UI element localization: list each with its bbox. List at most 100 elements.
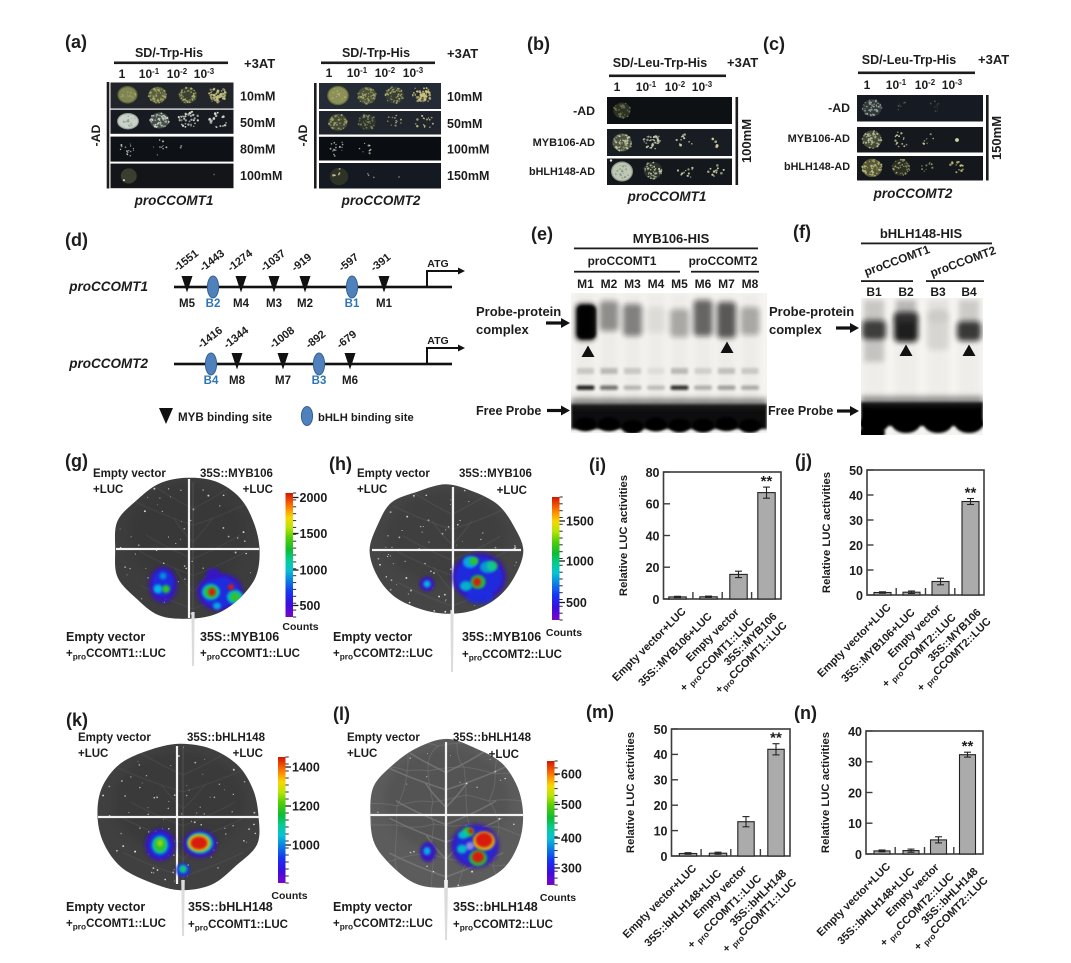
svg-text:+3AT: +3AT	[244, 56, 275, 71]
svg-text:300: 300	[561, 862, 582, 876]
svg-text:0: 0	[661, 850, 668, 864]
svg-text:400: 400	[561, 832, 582, 846]
svg-text:B2: B2	[898, 285, 914, 299]
svg-text:40: 40	[654, 748, 668, 762]
svg-text:35S::bHLH148: 35S::bHLH148	[187, 732, 266, 744]
svg-text:35S::MYB106: 35S::MYB106	[200, 468, 273, 480]
svg-text:SD/-Leu-Trp-His: SD/-Leu-Trp-His	[862, 53, 956, 67]
svg-text:proCCOMT1: proCCOMT1	[134, 193, 214, 208]
svg-text:M6: M6	[695, 277, 712, 291]
svg-text:M5: M5	[179, 298, 196, 310]
svg-text:Empty vector: Empty vector	[333, 630, 412, 644]
svg-text:1000: 1000	[292, 839, 320, 853]
svg-text:Probe-protein: Probe-protein	[769, 304, 854, 319]
svg-text:100mM: 100mM	[739, 119, 754, 163]
svg-text:80mM: 80mM	[240, 143, 275, 157]
svg-text:150mM: 150mM	[989, 116, 1004, 160]
svg-text:(n): (n)	[794, 703, 817, 723]
svg-text:10mM: 10mM	[240, 90, 275, 104]
svg-text:proCCOMT2: proCCOMT2	[68, 356, 148, 371]
svg-text:M6: M6	[342, 375, 358, 387]
svg-text:80: 80	[646, 466, 660, 480]
svg-text:Empty vector: Empty vector	[357, 468, 430, 480]
svg-text:Relative LUC activities: Relative LUC activities	[820, 732, 832, 853]
svg-text:(g): (g)	[65, 451, 88, 471]
svg-text:SD/-Trp-His: SD/-Trp-His	[342, 46, 410, 60]
svg-text:+3AT: +3AT	[727, 55, 758, 70]
svg-text:(i): (i)	[589, 455, 606, 475]
svg-text:**: **	[965, 485, 977, 502]
svg-text:+proCCOMT1::LUC: +proCCOMT1::LUC	[188, 919, 288, 933]
svg-text:0: 0	[855, 848, 862, 862]
svg-text:ATG: ATG	[427, 335, 448, 347]
svg-text:10: 10	[848, 817, 862, 831]
svg-text:100mM: 100mM	[447, 143, 489, 157]
svg-text:600: 600	[561, 768, 582, 782]
svg-text:+LUC: +LUC	[497, 485, 527, 497]
svg-text:Counts: Counts	[282, 621, 318, 633]
svg-text:0: 0	[856, 589, 863, 603]
svg-text:M4: M4	[233, 298, 250, 310]
svg-text:+LUC: +LUC	[347, 748, 377, 760]
svg-text:1500: 1500	[566, 515, 594, 529]
svg-text:Free Probe: Free Probe	[476, 404, 541, 418]
svg-text:2000: 2000	[300, 491, 328, 505]
svg-text:(j): (j)	[795, 451, 812, 471]
svg-text:20: 20	[654, 799, 668, 813]
svg-text:M8: M8	[742, 277, 759, 291]
svg-text:Empty vector: Empty vector	[66, 630, 145, 644]
svg-text:M7: M7	[275, 375, 291, 387]
svg-text:Empty vector: Empty vector	[333, 900, 412, 914]
svg-text:Empty vector: Empty vector	[78, 732, 151, 744]
svg-text:M1: M1	[376, 298, 393, 310]
svg-text:40: 40	[849, 489, 863, 503]
svg-text:MYB106-AD: MYB106-AD	[788, 133, 850, 145]
svg-text:1000: 1000	[300, 564, 328, 578]
svg-text:bHLH148-AD: bHLH148-AD	[529, 166, 595, 178]
svg-text:20: 20	[646, 561, 660, 575]
svg-text:1: 1	[119, 67, 126, 81]
svg-text:30: 30	[848, 756, 862, 770]
svg-text:**: **	[761, 473, 773, 490]
svg-text:Counts: Counts	[546, 627, 582, 639]
svg-text:M8: M8	[229, 375, 246, 387]
svg-text:20: 20	[849, 539, 863, 553]
svg-text:0: 0	[653, 593, 660, 607]
svg-text:+proCCOMT2::LUC: +proCCOMT2::LUC	[462, 649, 562, 663]
svg-text:B4: B4	[204, 375, 219, 387]
svg-text:100mM: 100mM	[240, 169, 282, 183]
svg-text:Probe-protein: Probe-protein	[476, 304, 561, 319]
svg-text:(f): (f)	[793, 222, 811, 242]
svg-text:30: 30	[654, 774, 668, 788]
svg-text:B1: B1	[345, 298, 360, 310]
svg-text:1: 1	[614, 80, 621, 94]
svg-text:proCCOMT2: proCCOMT2	[689, 254, 758, 268]
svg-text:M7: M7	[718, 277, 735, 291]
svg-text:M5: M5	[671, 277, 688, 291]
svg-text:50: 50	[654, 723, 668, 737]
svg-text:(h): (h)	[329, 454, 352, 474]
svg-text:ATG: ATG	[427, 258, 448, 270]
svg-text:(l): (l)	[333, 704, 350, 724]
svg-text:35S::MYB106: 35S::MYB106	[200, 630, 279, 644]
svg-text:bHLH148-HIS: bHLH148-HIS	[880, 226, 963, 241]
svg-text:20: 20	[848, 786, 862, 800]
svg-text:+proCCOMT1::LUC: +proCCOMT1::LUC	[66, 648, 166, 662]
svg-text:50mM: 50mM	[240, 116, 275, 130]
svg-text:B4: B4	[961, 285, 977, 299]
svg-text:+LUC: +LUC	[78, 748, 108, 760]
svg-text:(k): (k)	[66, 710, 88, 730]
svg-text:Empty vector: Empty vector	[347, 732, 420, 744]
svg-text:+proCCOMT1::LUC: +proCCOMT1::LUC	[200, 648, 300, 662]
svg-text:10: 10	[654, 824, 668, 838]
svg-text:+proCCOMT2::LUC: +proCCOMT2::LUC	[333, 648, 433, 662]
svg-text:MYB binding site: MYB binding site	[178, 411, 273, 424]
svg-text:40: 40	[848, 725, 862, 739]
svg-text:SD/-Trp-His: SD/-Trp-His	[135, 46, 203, 60]
svg-text:+LUC: +LUC	[233, 748, 263, 760]
svg-text:(m): (m)	[586, 702, 614, 722]
svg-text:proCCOMT1: proCCOMT1	[68, 279, 148, 294]
svg-text:50: 50	[849, 464, 863, 478]
svg-text:+LUC: +LUC	[243, 484, 273, 496]
svg-text:Counts: Counts	[271, 890, 307, 902]
